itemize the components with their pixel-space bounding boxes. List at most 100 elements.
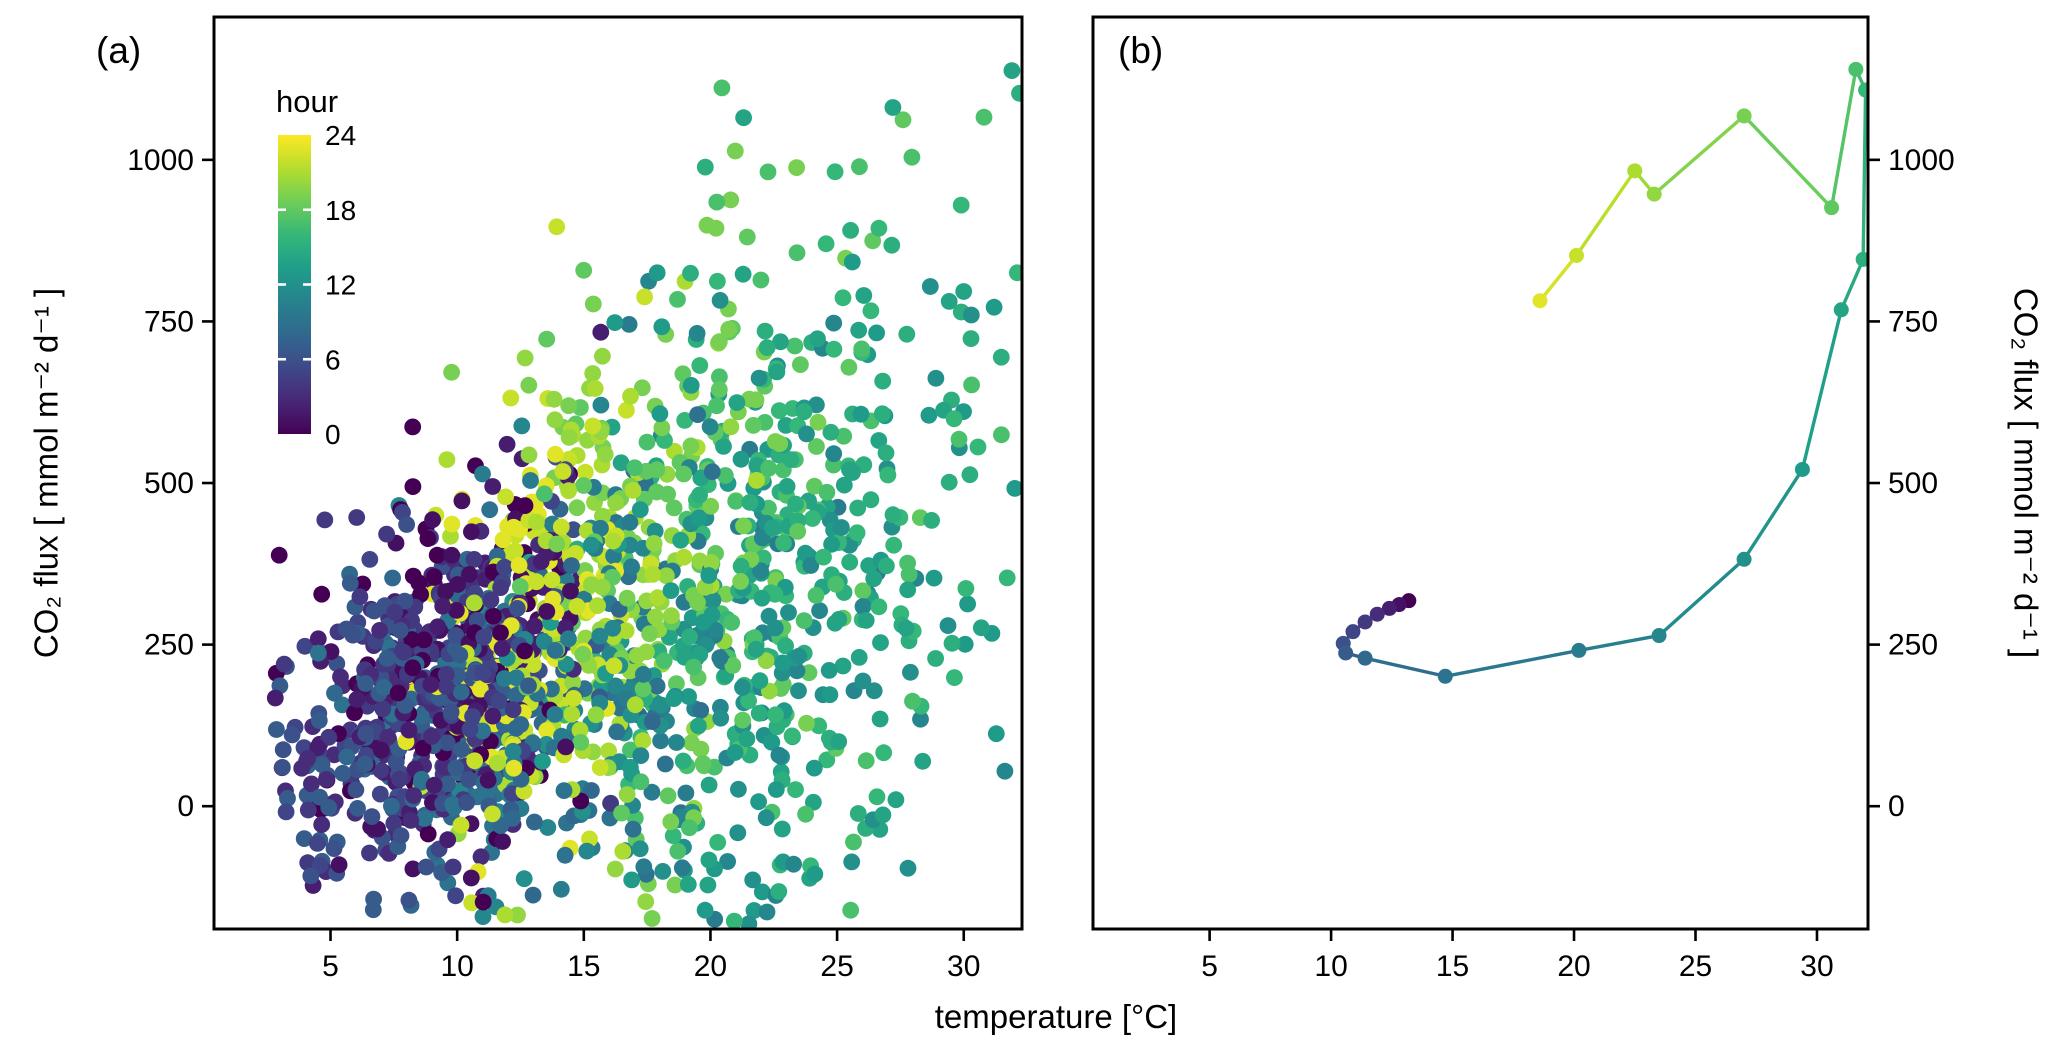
scatter-point (538, 722, 556, 739)
scatter-point (338, 748, 356, 766)
scatter-point (875, 744, 893, 762)
scatter-point (564, 674, 582, 691)
scatter-point (716, 467, 734, 484)
scatter-point (874, 372, 892, 390)
scatter-point (729, 824, 747, 842)
scatter-point (371, 785, 389, 803)
scatter-point (560, 482, 577, 500)
scatter-point (740, 692, 757, 710)
trajectory-segment (1829, 67, 1858, 210)
scatter-point (659, 787, 677, 805)
scatter-point (434, 597, 452, 615)
scatter-point (740, 915, 758, 929)
scatter-point (940, 473, 958, 491)
scatter-point (325, 840, 343, 857)
trajectory-segment (1861, 88, 1868, 262)
scatter-point (795, 403, 813, 421)
scatter-point (764, 519, 781, 537)
scatter-point (900, 566, 918, 583)
scatter-point (565, 690, 582, 707)
scatter-point (563, 705, 581, 723)
panel-b-x-tick-label: 30 (1800, 950, 1833, 983)
scatter-point (325, 746, 343, 764)
scatter-point (962, 306, 980, 324)
scatter-point (520, 376, 538, 394)
scatter-point (787, 495, 804, 513)
panel-a-x-tick-label: 30 (947, 950, 980, 983)
scatter-point (679, 876, 697, 893)
scatter-point (465, 594, 483, 612)
scatter-point (706, 621, 724, 639)
scatter-point (357, 725, 375, 742)
scatter-point (479, 771, 497, 789)
scatter-point (496, 558, 513, 576)
scatter-point (811, 602, 828, 619)
scatter-point (526, 813, 543, 831)
scatter-point (582, 536, 600, 554)
scatter-point (722, 191, 740, 209)
scatter-point (492, 579, 509, 596)
scatter-point (425, 568, 443, 586)
scatter-point (557, 738, 575, 756)
scatter-point (568, 598, 586, 615)
scatter-point (295, 830, 313, 847)
scatter-point (584, 365, 602, 382)
scatter-point (669, 291, 686, 308)
scatter-point (402, 812, 420, 829)
scatter-point (592, 396, 610, 414)
scatter-point (545, 390, 563, 408)
scatter-point (509, 906, 526, 924)
scatter-point (730, 780, 747, 798)
scatter-point (279, 790, 296, 807)
scatter-point (504, 810, 521, 827)
scatter-point (957, 580, 975, 597)
scatter-point (883, 236, 901, 254)
scatter-point (862, 491, 880, 509)
scatter-point (403, 631, 421, 648)
scatter-point (439, 831, 457, 849)
scatter-point (498, 435, 516, 453)
scatter-point (732, 573, 749, 590)
scatter-point (631, 840, 649, 858)
scatter-point (447, 759, 465, 777)
scatter-point (332, 668, 349, 686)
scatter-point (438, 451, 456, 468)
scatter-point (555, 782, 573, 799)
scatter-point (854, 672, 872, 690)
panel-b-x-tick-label: 5 (1201, 950, 1218, 983)
scatter-point (636, 288, 653, 306)
scatter-point (849, 805, 867, 822)
scatter-point (631, 501, 649, 518)
scatter-point (543, 571, 561, 589)
scatter-point (614, 843, 632, 860)
scatter-point (398, 516, 415, 533)
scatter-point (719, 853, 736, 870)
scatter-point (522, 472, 539, 489)
scatter-point (568, 499, 586, 517)
scatter-point (775, 534, 792, 552)
panel-b-y-tick-label: 1000 (1888, 144, 1955, 177)
scatter-point (318, 771, 335, 788)
scatter-point (563, 557, 580, 574)
scatter-point (575, 477, 592, 494)
scatter-point (283, 726, 301, 744)
trajectory-segment (1538, 253, 1579, 303)
scatter-point (516, 349, 534, 367)
scatter-point (503, 544, 521, 562)
scatter-point (417, 858, 435, 876)
scatter-point (536, 485, 553, 503)
scatter-point (484, 707, 502, 725)
scatter-point (482, 591, 500, 609)
scatter-point (346, 704, 363, 722)
scatter-point (452, 683, 470, 701)
scatter-point (804, 510, 821, 527)
scatter-point (493, 640, 511, 657)
scatter-point (643, 713, 661, 730)
scatter-point (365, 890, 382, 908)
scatter-point (783, 727, 801, 745)
scatter-point (752, 271, 770, 289)
scatter-point (391, 770, 408, 788)
panel-b-x-tick-label: 15 (1436, 950, 1469, 983)
scatter-point (681, 628, 698, 646)
